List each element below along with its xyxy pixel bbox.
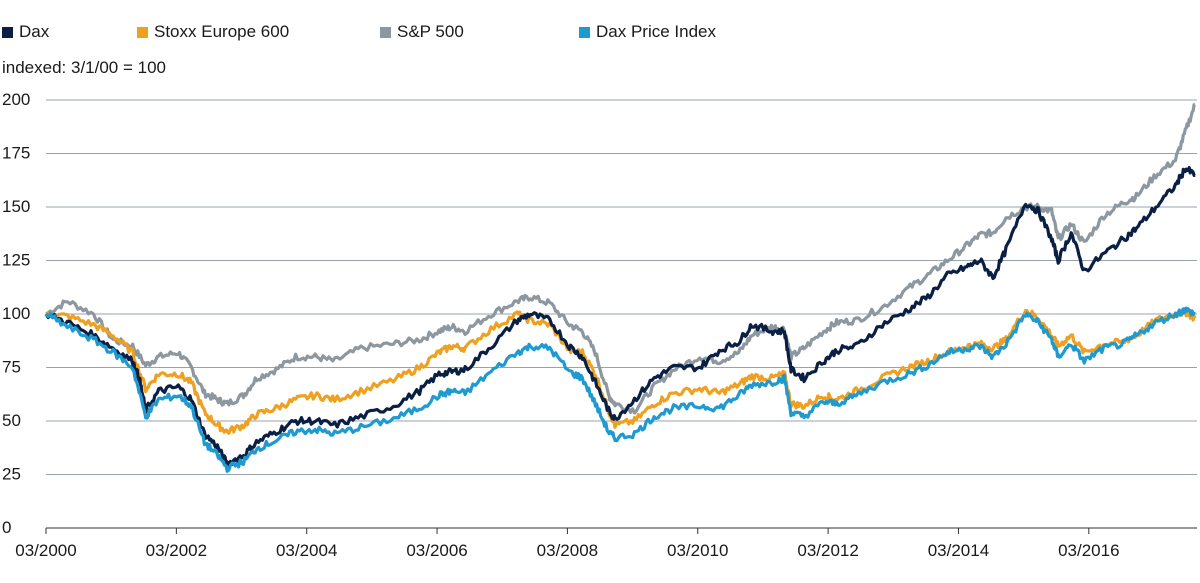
grid-lines bbox=[46, 99, 1197, 475]
y-tick-label: 50 bbox=[2, 411, 21, 430]
x-tick-label: 03/2002 bbox=[146, 541, 207, 560]
x-tick-label: 03/2010 bbox=[667, 541, 728, 560]
series-lines bbox=[44, 102, 1197, 473]
series-line-dax-price-index bbox=[44, 306, 1196, 473]
legend-item-stoxx: Stoxx Europe 600 bbox=[137, 22, 289, 42]
y-tick-label: 100 bbox=[2, 304, 30, 323]
legend-item-dax-price: Dax Price Index bbox=[579, 22, 716, 42]
x-tick-label: 03/2014 bbox=[928, 541, 989, 560]
legend-label-dax: Dax bbox=[19, 22, 50, 41]
legend-label-dax-price: Dax Price Index bbox=[596, 22, 716, 41]
y-tick-label: 75 bbox=[2, 358, 21, 377]
y-axis-ticks: 0 25 50 75 100 125 150 175 200 bbox=[2, 90, 30, 537]
series-line-s-p-500 bbox=[45, 102, 1196, 415]
y-tick-label: 175 bbox=[2, 144, 30, 163]
legend-swatch-dax-price bbox=[579, 26, 590, 38]
x-axis: 03/2000 03/2002 03/2004 03/2006 03/2008 03/20… bbox=[15, 527, 1197, 560]
legend-item-dax: Dax bbox=[2, 22, 49, 42]
y-tick-label: 125 bbox=[2, 251, 30, 270]
legend-swatch-stoxx bbox=[137, 26, 148, 38]
x-tick-label: 03/2012 bbox=[797, 541, 858, 560]
legend-item-sp500: S&P 500 bbox=[380, 22, 464, 42]
y-tick-label: 25 bbox=[2, 465, 21, 484]
series-line-dax bbox=[44, 166, 1196, 467]
y-tick-label: 150 bbox=[2, 197, 30, 216]
y-tick-label: 200 bbox=[2, 90, 30, 109]
x-tick-label: 03/2016 bbox=[1058, 541, 1119, 560]
legend-label-sp500: S&P 500 bbox=[397, 22, 464, 41]
legend-label-stoxx: Stoxx Europe 600 bbox=[154, 22, 290, 41]
legend-swatch-sp500 bbox=[380, 26, 391, 38]
x-tick-label: 03/2008 bbox=[537, 541, 598, 560]
x-tick-label: 03/2000 bbox=[15, 541, 76, 560]
x-tick-label: 03/2004 bbox=[276, 541, 337, 560]
x-tick-label: 03/2006 bbox=[406, 541, 467, 560]
y-tick-label: 0 bbox=[2, 518, 11, 537]
legend-swatch-dax bbox=[2, 26, 13, 38]
chart-subtitle: indexed: 3/1/00 = 100 bbox=[2, 58, 166, 77]
chart-legend: Dax Stoxx Europe 600 S&P 500 Dax Price I… bbox=[0, 22, 1200, 44]
